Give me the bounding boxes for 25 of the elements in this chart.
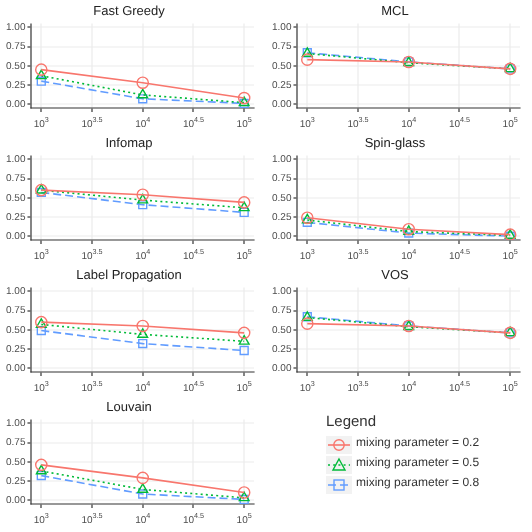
- point: [36, 325, 46, 336]
- point: [300, 53, 314, 66]
- point: [137, 88, 149, 99]
- point: [137, 328, 149, 338]
- point: [35, 464, 47, 475]
- point: [137, 193, 149, 204]
- point: [238, 335, 250, 345]
- point: [36, 76, 46, 86]
- point: [35, 69, 47, 80]
- point: [137, 483, 149, 493]
- point: [34, 63, 48, 76]
- point: [136, 471, 150, 485]
- point: [136, 76, 150, 89]
- point: [237, 326, 251, 340]
- point: [136, 319, 150, 333]
- point: [300, 317, 314, 330]
- point: [238, 201, 250, 212]
- point: [138, 94, 148, 104]
- point: [239, 345, 249, 356]
- point: [34, 458, 48, 472]
- point: [136, 188, 150, 202]
- point: [138, 338, 148, 349]
- point: [36, 470, 46, 481]
- point: [138, 489, 148, 499]
- point: [239, 207, 249, 218]
